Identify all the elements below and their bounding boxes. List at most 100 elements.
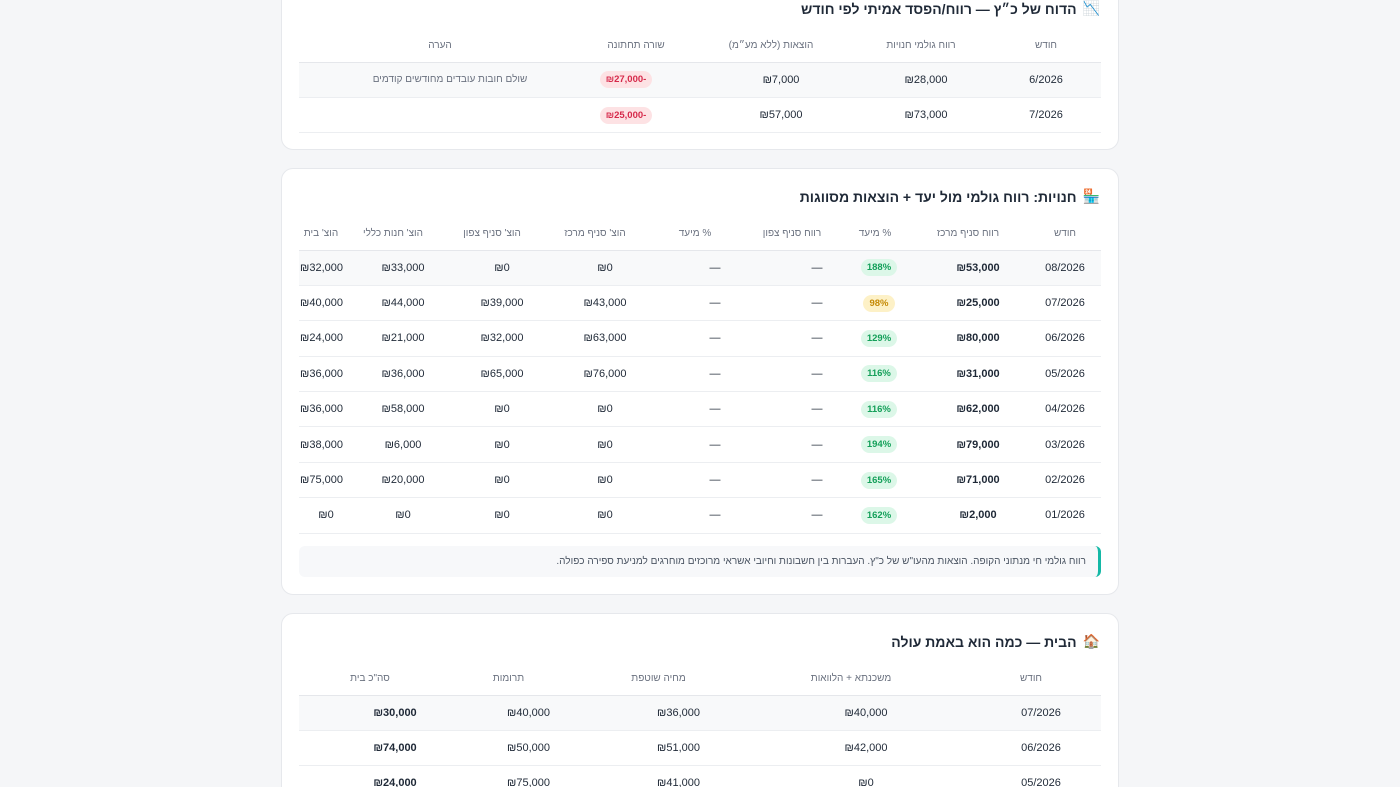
chart-down-icon: 📉 <box>1082 0 1100 16</box>
pct-of-target-badge: 194% <box>860 436 898 454</box>
home-table-body: 07/2026 ₪40,000 ₪36,000 ₪40,000 ₪30,000 06/20… <box>299 695 1101 787</box>
cell-exp-center: ₪0 <box>541 462 649 499</box>
col-center-profit: רווח סניף מרכז <box>907 217 1029 251</box>
cell-living: ₪51,000 <box>576 730 741 767</box>
cell-north-pct: — <box>649 285 741 322</box>
cell-note: שולם חובות עובדים מחודשים קודמים <box>299 62 581 98</box>
cell-total: ₪74,000 <box>299 730 441 767</box>
pct-of-target-badge: 129% <box>860 329 898 347</box>
cell-month: 08/2026 <box>1029 250 1101 286</box>
cell-center-profit: ₪80,000 <box>907 320 1029 357</box>
cell-exp-home: ₪0 <box>299 497 343 534</box>
cell-total: ₪24,000 <box>299 765 441 787</box>
col-month: חודש <box>1029 217 1101 251</box>
cell-exp-general: ₪0 <box>343 497 443 534</box>
col-gross: רווח גולמי חנויות <box>851 29 991 63</box>
table-row: 04/2026 ₪62,000 116% — — ₪0 ₪0 ₪58,000 ₪36,000 <box>299 391 1101 428</box>
cell-month: 06/2026 <box>1029 320 1101 357</box>
cell-north-pct: — <box>649 320 741 357</box>
cell-north-profit: — <box>741 462 843 499</box>
bottom-line-badge: -₪27,000 <box>599 71 653 89</box>
home-card: 🏠 הבית — כמה הוא באמת עולה חודש משכנתא +… <box>281 613 1119 787</box>
pct-of-target-badge: 98% <box>863 294 895 312</box>
profit-loss-title-text: הדוח של כ״ץ — רווח/הפסד אמיתי לפי חודש <box>801 0 1077 17</box>
cell-north-pct: — <box>649 497 741 534</box>
profit-loss-title: 📉 הדוח של כ״ץ — רווח/הפסד אמיתי לפי חודש <box>801 0 1100 17</box>
cell-north-profit: — <box>741 320 843 357</box>
col-donations: תרומות <box>441 662 576 696</box>
cell-note <box>299 97 581 134</box>
col-exp-general: הוצ' חנות כללי <box>343 217 443 251</box>
cell-north-pct: — <box>649 391 741 428</box>
table-row: 06/2026 ₪80,000 129% — — ₪63,000 ₪32,000 ₪21,00… <box>299 320 1101 357</box>
pct-of-target-badge: 162% <box>860 506 898 524</box>
home-table: חודש משכנתא + הלוואות מחיה שוטפת תרומות … <box>299 662 1101 787</box>
cell-exp-north: ₪39,000 <box>443 285 541 322</box>
stores-table-body: 08/2026 ₪53,000 188% — — ₪0 ₪0 ₪33,000 ₪32,000 07… <box>299 250 1101 534</box>
col-note: הערה <box>299 29 581 63</box>
stores-title: 🏪 חנויות: רווח גולמי מול יעד + הוצאות מס… <box>800 188 1100 205</box>
table-row: 05/2026 ₪31,000 116% — — ₪76,000 ₪65,000 ₪36,00… <box>299 356 1101 393</box>
col-north-pct: % מיעד <box>649 217 741 251</box>
cell-exp-general: ₪33,000 <box>343 250 443 286</box>
cell-expenses: ₪57,000 <box>691 97 851 134</box>
pct-of-target-badge: 116% <box>861 365 897 383</box>
cell-living: ₪41,000 <box>576 765 741 787</box>
cell-north-pct: — <box>649 250 741 286</box>
store-icon: 🏪 <box>1082 188 1100 204</box>
col-exp-center: הוצ' סניף מרכז <box>541 217 649 251</box>
cell-mortgage: ₪0 <box>741 765 961 787</box>
col-center-pct: % מיעד <box>843 217 907 251</box>
cell-donations: ₪40,000 <box>441 695 576 731</box>
cell-north-profit: — <box>741 426 843 463</box>
cell-exp-general: ₪21,000 <box>343 320 443 357</box>
pct-of-target-badge: 116% <box>861 400 897 418</box>
col-expenses: הוצאות (ללא מע״מ) <box>691 29 851 63</box>
cell-month: 03/2026 <box>1029 426 1101 463</box>
cell-center-profit: ₪2,000 <box>907 497 1029 534</box>
cell-exp-general: ₪6,000 <box>343 426 443 463</box>
cell-exp-home: ₪32,000 <box>299 250 343 286</box>
cell-month: 07/2026 <box>1029 285 1101 322</box>
cell-total: ₪30,000 <box>299 695 441 731</box>
table-row: 07/2026 ₪40,000 ₪36,000 ₪40,000 ₪30,000 <box>299 695 1101 731</box>
col-north-profit: רווח סניף צפון <box>741 217 843 251</box>
col-exp-north: הוצ' סניף צפון <box>443 217 541 251</box>
cell-expenses: ₪7,000 <box>691 62 851 98</box>
cell-exp-north: ₪0 <box>443 250 541 286</box>
cell-living: ₪36,000 <box>576 695 741 731</box>
cell-center-profit: ₪25,000 <box>907 285 1029 322</box>
bottom-line-badge: -₪25,000 <box>599 106 653 124</box>
cell-month: 05/2026 <box>961 765 1101 787</box>
table-row: 03/2026 ₪79,000 194% — — ₪0 ₪0 ₪6,000 ₪38,000 <box>299 426 1101 463</box>
cell-exp-north: ₪32,000 <box>443 320 541 357</box>
cell-exp-center: ₪0 <box>541 250 649 286</box>
stores-title-text: חנויות: רווח גולמי מול יעד + הוצאות מסוו… <box>799 188 1077 205</box>
cell-gross: ₪28,000 <box>851 62 991 98</box>
pct-of-target-badge: 188% <box>860 259 898 277</box>
cell-center-profit: ₪62,000 <box>907 391 1029 428</box>
cell-exp-center: ₪43,000 <box>541 285 649 322</box>
cell-month: 6/2026 <box>991 62 1101 98</box>
table-header-row: חודש משכנתא + הלוואות מחיה שוטפת תרומות … <box>299 662 1101 696</box>
cell-month: 04/2026 <box>1029 391 1101 428</box>
cell-month: 7/2026 <box>991 97 1101 134</box>
cell-month: 01/2026 <box>1029 497 1101 534</box>
cell-donations: ₪50,000 <box>441 730 576 767</box>
cell-north-profit: — <box>741 497 843 534</box>
cell-month: 05/2026 <box>1029 356 1101 393</box>
cell-donations: ₪75,000 <box>441 765 576 787</box>
table-header-row: חודש רווח גולמי חנויות הוצאות (ללא מע״מ)… <box>299 29 1101 63</box>
col-month: חודש <box>961 662 1101 696</box>
table-row: 01/2026 ₪2,000 162% — — ₪0 ₪0 ₪0 ₪0 <box>299 497 1101 534</box>
cell-north-profit: — <box>741 285 843 322</box>
cell-center-profit: ₪79,000 <box>907 426 1029 463</box>
cell-month: 06/2026 <box>961 730 1101 767</box>
home-title-text: הבית — כמה הוא באמת עולה <box>891 633 1077 650</box>
cell-month: 07/2026 <box>961 695 1101 731</box>
col-living: מחיה שוטפת <box>576 662 741 696</box>
profit-loss-table: חודש רווח גולמי חנויות הוצאות (ללא מע״מ)… <box>299 29 1101 134</box>
cell-gross: ₪73,000 <box>851 97 991 134</box>
cell-exp-center: ₪76,000 <box>541 356 649 393</box>
col-mortgage: משכנתא + הלוואות <box>741 662 961 696</box>
